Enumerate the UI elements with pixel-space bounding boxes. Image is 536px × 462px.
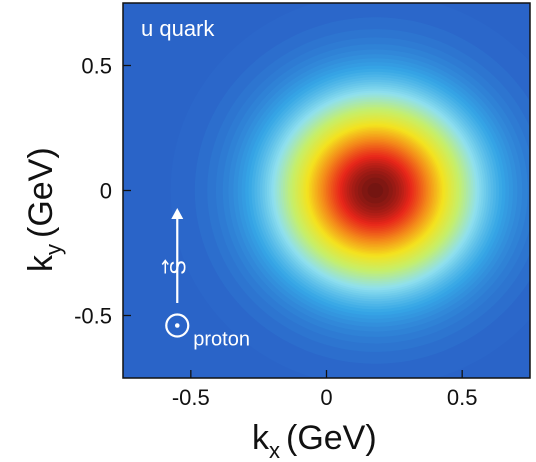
y-tick-label: 0 — [100, 179, 112, 204]
axes-layer: -0.5 0 0.50.50-0.5kx (GeV)ky(GeV) — [22, 54, 477, 462]
y-axis-title-sub: y — [41, 244, 66, 255]
spin-label-group: S — [161, 259, 190, 275]
y-tick-label: 0.5 — [81, 54, 112, 79]
heatmap-layer — [123, 3, 530, 378]
x-axis-title-sub: x — [269, 438, 280, 462]
x-tick-label: 0.5 — [447, 385, 478, 410]
x-tick-label: 0 — [320, 385, 332, 410]
proton-spin-dot — [174, 323, 180, 328]
spin-vector-arrowhead — [171, 208, 184, 219]
spin-label-vector-head — [161, 259, 169, 265]
x-axis-title-main: k — [252, 419, 270, 457]
y-axis-title-main: k — [22, 254, 60, 272]
y-axis-title: ky (GeV) — [22, 147, 66, 272]
y-axis-title-unit: (GeV) — [22, 147, 60, 238]
y-tick-label: -0.5 — [74, 304, 112, 329]
panel-title: u quark — [141, 16, 215, 41]
x-tick-label: -0.5 — [172, 385, 210, 410]
heatmap-contour-band — [367, 183, 384, 198]
spin-label: S — [165, 260, 190, 275]
proton-label: proton — [193, 329, 250, 351]
x-axis-title: kx (GeV) — [252, 419, 377, 462]
x-axis-title-unit: (GeV) — [286, 419, 377, 457]
proton-spin-symbol — [165, 313, 190, 338]
